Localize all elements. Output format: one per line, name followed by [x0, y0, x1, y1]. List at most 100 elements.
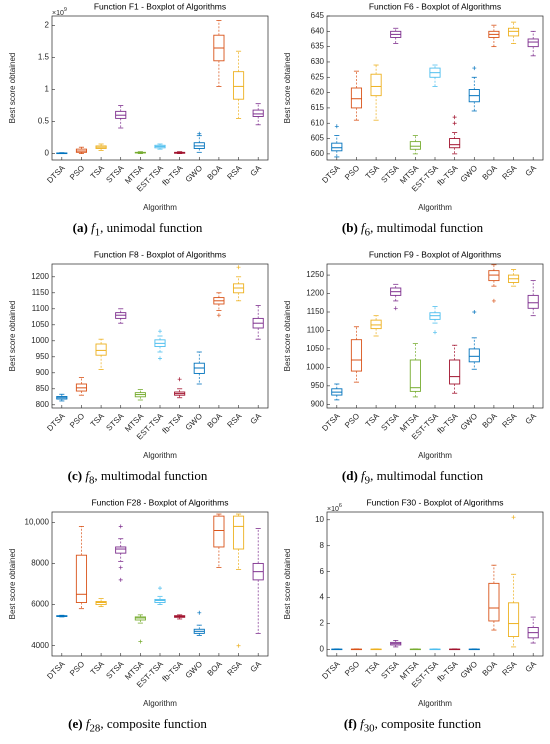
- x-tick-label: BOA: [480, 163, 499, 182]
- outlier: [511, 515, 516, 520]
- caption-text: , unimodal function: [100, 220, 203, 235]
- y-axis-label: Best score obtained: [8, 549, 17, 620]
- axes-frame: [326, 15, 544, 161]
- box: [449, 359, 461, 385]
- chart-title: Function F1 - Boxplot of Algorithms: [94, 1, 226, 11]
- chart-title: Function F8 - Boxplot of Algorithms: [94, 249, 226, 259]
- x-tick-label: fb-TSA: [436, 163, 460, 187]
- outlier: [491, 298, 496, 303]
- y-axis-label: Best score obtained: [8, 53, 17, 124]
- x-tick-label: fb-TSA: [436, 411, 460, 435]
- x-tick-label: RSA: [225, 163, 243, 181]
- y-tick-label: 1050: [306, 344, 324, 353]
- x-axis-label: Algorithm: [143, 699, 177, 708]
- y-axis-label: Best score obtained: [8, 301, 17, 372]
- y-tick-label: 630: [311, 57, 325, 66]
- caption-text: , composite function: [374, 716, 482, 731]
- outlier: [433, 330, 437, 335]
- chart: Function F30 - Boxplot of Algorithms Best…: [283, 497, 544, 708]
- box: [134, 616, 146, 621]
- caption: (b) f6, multimodal function: [275, 220, 550, 239]
- box: [75, 554, 88, 603]
- box: [331, 142, 343, 152]
- x-tick-label: DTSA: [45, 411, 67, 433]
- y-tick-label: 1100: [32, 304, 50, 313]
- y-tick-label: 1200: [306, 289, 324, 298]
- x-tick-label: fb-TSA: [161, 163, 185, 187]
- caption-label: (c): [67, 468, 83, 483]
- y-tick-label: 10: [315, 515, 324, 524]
- chart-title: Function F9 - Boxplot of Algorithms: [369, 249, 501, 259]
- x-tick-label: GWO: [459, 660, 480, 681]
- axes-frame: [326, 511, 544, 657]
- x-tick-label: GWO: [184, 412, 205, 433]
- box: [232, 71, 245, 100]
- y-tick-label: 640: [311, 26, 325, 35]
- box: [429, 67, 441, 78]
- y-tick-label: 1250: [306, 270, 324, 279]
- caption-text: , multimodal function: [370, 468, 484, 483]
- chart-cell: Function F6 - Boxplot of Algorithms Best …: [275, 0, 550, 248]
- outlier: [472, 66, 477, 71]
- x-tick-label: PSO: [68, 412, 86, 430]
- x-tick-label: DTSA: [320, 411, 342, 433]
- plot-area: [327, 512, 543, 656]
- caption-symbol: f: [91, 220, 95, 235]
- caption-index: 8: [88, 474, 95, 487]
- outlier: [236, 265, 241, 270]
- x-tick-label: DTSA: [320, 659, 342, 681]
- x-tick-label: fb-TSA: [161, 411, 185, 435]
- plot-area: [52, 512, 268, 656]
- caption-index: 1: [94, 226, 101, 239]
- x-tick-label: fb-TSA: [436, 659, 460, 683]
- x-tick-label: DTSA: [320, 163, 342, 185]
- caption-label: (e): [68, 716, 83, 731]
- y-tick-label: 800: [36, 400, 50, 409]
- y-tick-label: 6: [320, 567, 325, 576]
- x-tick-label: PSO: [343, 164, 361, 182]
- x-tick-label: BOA: [480, 411, 499, 430]
- chart-cell: Function F8 - Boxplot of Algorithms Best …: [0, 248, 275, 496]
- outlier: [334, 124, 339, 129]
- x-tick-label: GWO: [184, 660, 205, 681]
- y-tick-label: 1100: [307, 326, 325, 335]
- chart: Function F9 - Boxplot of Algorithms Best …: [283, 249, 544, 460]
- plot-area: [327, 264, 543, 408]
- caption-symbol: f: [85, 468, 89, 483]
- x-axis-label: Algorithm: [418, 451, 452, 460]
- y-tick-label: 635: [311, 42, 325, 51]
- y-tick-label: 605: [311, 134, 325, 143]
- x-axis-label: Algorithm: [418, 203, 452, 212]
- x-axis-label: Algorithm: [143, 203, 177, 212]
- caption-label: (d): [341, 468, 358, 483]
- caption: (c) f8, multimodal function: [0, 468, 275, 487]
- x-tick-label: STSA: [379, 163, 401, 185]
- chart-cell: Function F1 - Boxplot of Algorithms Best …: [0, 0, 275, 248]
- y-tick-label: 0: [45, 149, 50, 158]
- y-tick-label: 8000: [31, 559, 49, 568]
- y-tick-label: 645: [311, 11, 325, 20]
- x-tick-label: GA: [249, 163, 264, 178]
- multiplier-exponent: 9: [64, 7, 67, 13]
- y-tick-label: 950: [311, 381, 325, 390]
- y-tick-label: 1: [45, 85, 50, 94]
- x-tick-label: DTSA: [45, 163, 67, 185]
- box: [468, 348, 480, 363]
- chart-cell: Function F9 - Boxplot of Algorithms Best …: [275, 248, 550, 496]
- box: [370, 319, 382, 330]
- multiplier-base: ×10: [327, 506, 339, 513]
- box: [232, 515, 245, 550]
- outlier: [138, 639, 143, 644]
- outlier: [472, 310, 477, 314]
- x-tick-label: GA: [249, 411, 264, 426]
- y-tick-label: 620: [311, 88, 325, 97]
- x-tick-label: BOA: [480, 659, 499, 678]
- chart-cell: Function F28 - Boxplot of Algorithms Best…: [0, 496, 275, 744]
- y-tick-label: 900: [36, 368, 50, 377]
- box: [350, 339, 363, 372]
- x-tick-label: GA: [524, 411, 539, 426]
- box: [488, 270, 500, 282]
- outlier: [158, 356, 162, 361]
- caption-text: , multimodal function: [94, 468, 208, 483]
- y-multiplier: ×106: [327, 503, 342, 512]
